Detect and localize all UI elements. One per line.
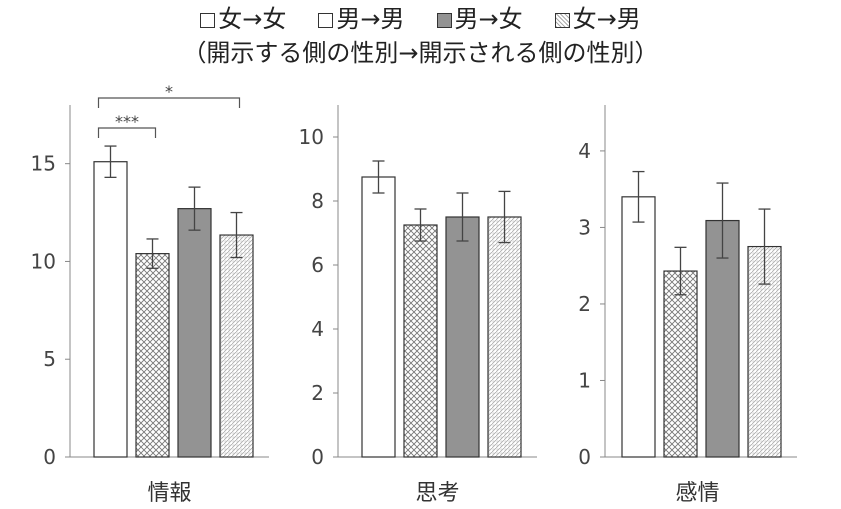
y-tick-label: 2	[311, 381, 324, 405]
bar	[219, 234, 254, 458]
bar	[177, 208, 212, 458]
legend-label: 女→男	[572, 5, 641, 33]
y-tick-label: 8	[311, 189, 324, 213]
chart-panel-2: 0 1 2 3 4 感情	[578, 105, 797, 506]
bar	[621, 196, 656, 458]
significance-bracket	[97, 97, 241, 108]
y-tick-label: 4	[311, 317, 324, 341]
bar	[403, 224, 438, 458]
legend-item: 女→女	[200, 4, 286, 34]
bar	[705, 219, 740, 458]
bar	[663, 270, 698, 458]
x-axis-label: 思考	[415, 481, 459, 506]
y-tick-label: 3	[578, 215, 591, 239]
y-tick-label: 0	[311, 445, 324, 469]
legend-item: 男→男	[318, 4, 405, 34]
legend-item: 男→女	[436, 4, 523, 34]
significance-bracket	[97, 127, 157, 138]
chart-subtitle: （開示する側の性別→開示される側の性別）	[182, 39, 659, 67]
legend-swatch	[436, 13, 452, 28]
bar	[361, 176, 396, 458]
y-tick-label: 6	[311, 253, 324, 277]
y-tick-label: 5	[43, 347, 56, 371]
bar	[445, 216, 480, 458]
bar	[487, 216, 522, 458]
bar	[135, 253, 170, 458]
legend-swatch	[200, 13, 216, 28]
y-tick-label: 15	[31, 152, 56, 176]
legend: 女→女 男→男 男→女 女→男	[0, 4, 841, 34]
y-tick-label: 1	[578, 368, 591, 392]
significance-label: ***	[115, 112, 139, 131]
legend-swatch	[318, 13, 334, 28]
significance-label: *	[165, 82, 173, 101]
legend-label: 女→女	[218, 5, 287, 33]
y-tick-label: 10	[299, 125, 324, 149]
legend-item: 女→男	[554, 4, 641, 34]
legend-swatch	[554, 13, 570, 28]
x-axis-label: 情報	[147, 481, 191, 506]
y-tick-label: 0	[43, 445, 56, 469]
legend-label: 男→男	[336, 5, 405, 33]
y-tick-label: 0	[578, 445, 591, 469]
bar	[93, 161, 128, 458]
y-tick-label: 4	[578, 139, 591, 163]
chart-panel-1: 0 2 4 6 8 10 思考	[299, 105, 537, 506]
y-tick-label: 10	[31, 249, 56, 273]
x-axis-label: 感情	[675, 481, 719, 506]
legend-label: 男→女	[454, 5, 523, 33]
y-tick-label: 2	[578, 292, 591, 316]
